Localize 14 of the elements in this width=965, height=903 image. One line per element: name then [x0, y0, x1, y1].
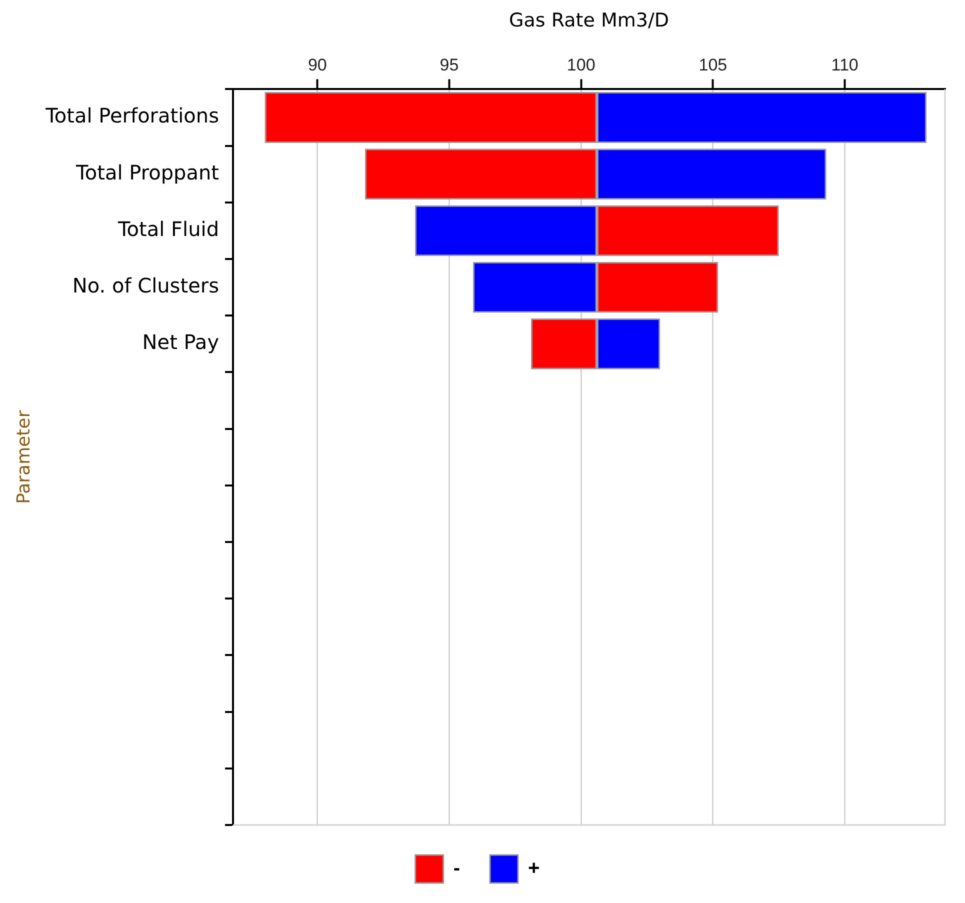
- legend-label: -: [453, 858, 460, 880]
- x-tick-label: 100: [566, 56, 596, 75]
- y-tick-label: Total Fluid: [116, 216, 220, 241]
- y-tick-label: No. of Clusters: [72, 274, 220, 298]
- x-tick-label: 90: [308, 56, 327, 75]
- y-tick-label: Total Perforations: [44, 104, 220, 128]
- x-tick-label: 105: [698, 56, 728, 75]
- y-axis-title: Parameter: [13, 410, 34, 504]
- x-tick-label: 95: [440, 56, 459, 75]
- legend-label: +: [528, 858, 540, 880]
- y-tick-label: Net Pay: [142, 330, 220, 354]
- y-tick-label: Total Proppant: [75, 160, 220, 184]
- x-tick-label: 110: [831, 56, 858, 75]
- x-axis-title: Gas Rate Mm3/D: [509, 9, 669, 32]
